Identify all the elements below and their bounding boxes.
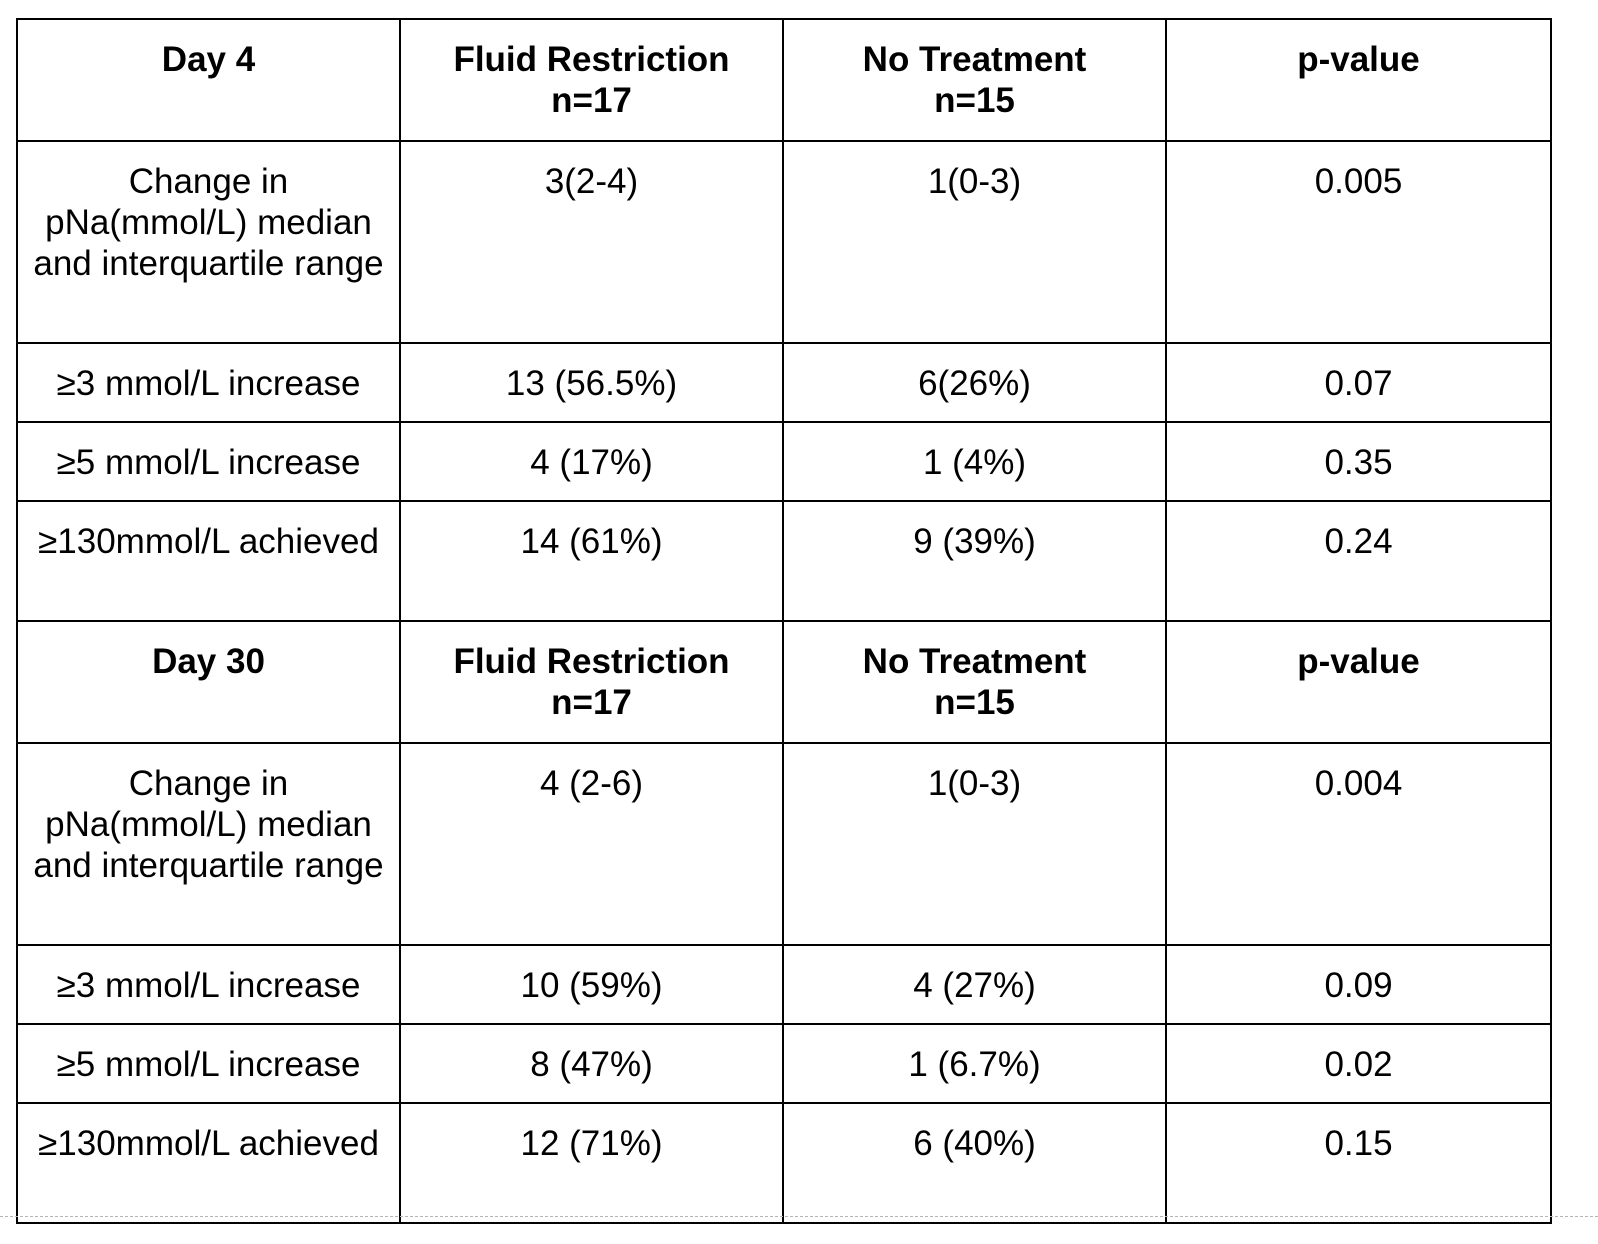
no-treatment-value: 1(0-3) (927, 764, 1022, 803)
row-label: ≥5 mmol/L increase (56, 443, 361, 482)
row-label-cell: ≥3 mmol/L increase (16, 944, 401, 1025)
section-header-row: Day 4 Fluid Restriction n=17 No Treatmen… (16, 18, 1552, 142)
no-treatment-cell: 9 (39%) (782, 500, 1167, 622)
fluid-restriction-value: 14 (61%) (520, 522, 663, 561)
no-treatment-cell: 1 (4%) (782, 421, 1167, 502)
no-treatment-value: 6 (40%) (913, 1124, 1036, 1163)
p-value: 0.004 (1314, 764, 1403, 803)
p-value-cell: 0.35 (1165, 421, 1552, 502)
p-value: 0.09 (1324, 966, 1393, 1005)
no-treatment-header: No Treatment n=15 (862, 642, 1087, 722)
row-label: Change in pNa(mmol/L) median and interqu… (33, 764, 384, 885)
p-value-cell: 0.004 (1165, 742, 1552, 946)
row-label: ≥130mmol/L achieved (38, 522, 379, 561)
fluid-restriction-value: 4 (17%) (530, 443, 653, 482)
row-label: ≥130mmol/L achieved (38, 1124, 379, 1163)
section-label-cell: Day 30 (16, 620, 401, 744)
fluid-restriction-value: 10 (59%) (520, 966, 663, 1005)
p-value: 0.15 (1324, 1124, 1393, 1163)
no-treatment-value: 4 (27%) (913, 966, 1036, 1005)
fluid-restriction-cell: 12 (71%) (399, 1102, 784, 1224)
no-treatment-value: 1(0-3) (927, 162, 1022, 201)
fluid-restriction-value: 8 (47%) (530, 1045, 653, 1084)
p-value: 0.35 (1324, 443, 1393, 482)
row-label-cell: ≥5 mmol/L increase (16, 421, 401, 502)
no-treatment-value: 1 (4%) (922, 443, 1027, 482)
row-label-cell: ≥130mmol/L achieved (16, 1102, 401, 1224)
page-break-divider (0, 1216, 1598, 1217)
p-value: 0.24 (1324, 522, 1393, 561)
p-value-header-cell: p-value (1165, 620, 1552, 744)
p-value-header-cell: p-value (1165, 18, 1552, 142)
no-treatment-value: 6(26%) (918, 364, 1031, 403)
p-value-header: p-value (1297, 40, 1420, 79)
p-value-cell: 0.07 (1165, 342, 1552, 423)
p-value: 0.005 (1314, 162, 1403, 201)
section-label: Day 30 (152, 642, 265, 681)
fluid-restriction-value: 13 (56.5%) (505, 364, 678, 403)
p-value-cell: 0.02 (1165, 1023, 1552, 1104)
p-value-cell: 0.15 (1165, 1102, 1552, 1224)
no-treatment-cell: 1 (6.7%) (782, 1023, 1167, 1104)
row-label-cell: Change in pNa(mmol/L) median and interqu… (16, 140, 401, 344)
section-label-cell: Day 4 (16, 18, 401, 142)
no-treatment-header-cell: No Treatment n=15 (782, 620, 1167, 744)
no-treatment-cell: 1(0-3) (782, 140, 1167, 344)
p-value: 0.07 (1324, 364, 1393, 403)
no-treatment-cell: 4 (27%) (782, 944, 1167, 1025)
fluid-restriction-header-cell: Fluid Restriction n=17 (399, 620, 784, 744)
row-label: ≥5 mmol/L increase (56, 1045, 361, 1084)
row-label-cell: ≥5 mmol/L increase (16, 1023, 401, 1104)
table-row: ≥130mmol/L achieved 14 (61%) 9 (39%) 0.2… (16, 500, 1552, 622)
fluid-restriction-cell: 8 (47%) (399, 1023, 784, 1104)
table-row: ≥3 mmol/L increase 13 (56.5%) 6(26%) 0.0… (16, 342, 1552, 423)
no-treatment-value: 9 (39%) (913, 522, 1036, 561)
fluid-restriction-value: 12 (71%) (520, 1124, 663, 1163)
fluid-restriction-cell: 14 (61%) (399, 500, 784, 622)
row-label: ≥3 mmol/L increase (56, 364, 361, 403)
row-label-cell: ≥130mmol/L achieved (16, 500, 401, 622)
fluid-restriction-cell: 3(2-4) (399, 140, 784, 344)
fluid-restriction-value: 4 (2-6) (539, 764, 644, 803)
table-row: ≥3 mmol/L increase 10 (59%) 4 (27%) 0.09 (16, 944, 1552, 1025)
row-label: Change in pNa(mmol/L) median and interqu… (33, 162, 384, 283)
row-label-cell: ≥3 mmol/L increase (16, 342, 401, 423)
no-treatment-value: 1 (6.7%) (908, 1045, 1041, 1084)
table-row: ≥5 mmol/L increase 8 (47%) 1 (6.7%) 0.02 (16, 1023, 1552, 1104)
fluid-restriction-cell: 10 (59%) (399, 944, 784, 1025)
section-header-row: Day 30 Fluid Restriction n=17 No Treatme… (16, 620, 1552, 744)
p-value-header: p-value (1297, 642, 1420, 681)
no-treatment-header: No Treatment n=15 (862, 40, 1087, 120)
fluid-restriction-header-cell: Fluid Restriction n=17 (399, 18, 784, 142)
no-treatment-cell: 1(0-3) (782, 742, 1167, 946)
no-treatment-cell: 6 (40%) (782, 1102, 1167, 1224)
row-label: ≥3 mmol/L increase (56, 966, 361, 1005)
table-row: Change in pNa(mmol/L) median and interqu… (16, 742, 1552, 946)
no-treatment-cell: 6(26%) (782, 342, 1167, 423)
fluid-restriction-cell: 4 (2-6) (399, 742, 784, 946)
table-row: ≥5 mmol/L increase 4 (17%) 1 (4%) 0.35 (16, 421, 1552, 502)
fluid-restriction-cell: 4 (17%) (399, 421, 784, 502)
p-value-cell: 0.09 (1165, 944, 1552, 1025)
fluid-restriction-header: Fluid Restriction n=17 (453, 40, 730, 120)
results-table: Day 4 Fluid Restriction n=17 No Treatmen… (16, 18, 1552, 1224)
section-label: Day 4 (161, 40, 256, 79)
p-value: 0.02 (1324, 1045, 1393, 1084)
row-label-cell: Change in pNa(mmol/L) median and interqu… (16, 742, 401, 946)
fluid-restriction-value: 3(2-4) (544, 162, 639, 201)
table-row: Change in pNa(mmol/L) median and interqu… (16, 140, 1552, 344)
p-value-cell: 0.24 (1165, 500, 1552, 622)
table-row: ≥130mmol/L achieved 12 (71%) 6 (40%) 0.1… (16, 1102, 1552, 1224)
fluid-restriction-cell: 13 (56.5%) (399, 342, 784, 423)
no-treatment-header-cell: No Treatment n=15 (782, 18, 1167, 142)
p-value-cell: 0.005 (1165, 140, 1552, 344)
fluid-restriction-header: Fluid Restriction n=17 (453, 642, 730, 722)
